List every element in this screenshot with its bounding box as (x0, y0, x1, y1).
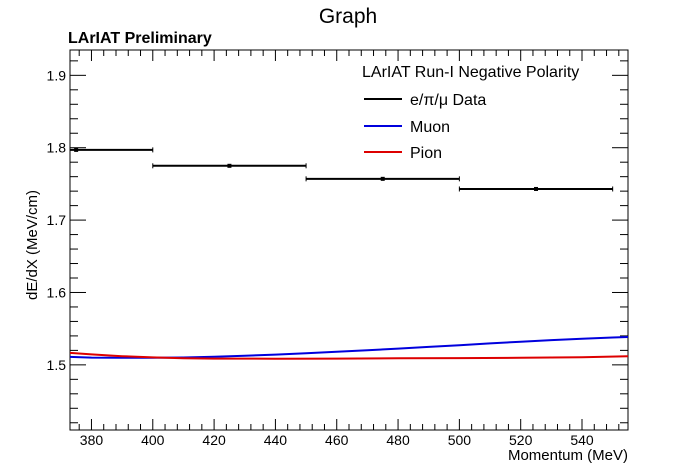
legend-entry-data: e/π/μ Data (410, 92, 486, 109)
series-line-pion (69, 351, 629, 360)
series-layer (69, 336, 629, 360)
x-tick-label: 480 (386, 432, 410, 448)
x-tick-label: 400 (141, 432, 165, 448)
legend-entry-muon: Muon (410, 119, 450, 136)
y-tick-label: 1.7 (47, 212, 67, 228)
series-line-muon (69, 336, 629, 359)
chart-title: Graph (319, 5, 377, 28)
legend-title: LArIAT Run-I Negative Polarity (362, 64, 579, 81)
data-points-layer (69, 147, 614, 192)
x-tick-label: 520 (509, 432, 533, 448)
y-tick-label: 1.9 (47, 67, 67, 83)
x-tick-label: 420 (202, 432, 226, 448)
axis-ticks (70, 50, 628, 430)
y-tick-labels: 1.5 1.6 1.7 1.8 1.9 (47, 67, 67, 373)
x-tick-label: 380 (80, 432, 104, 448)
chart-subtitle: LArIAT Preliminary (68, 30, 212, 47)
data-point-marker (74, 147, 79, 152)
legend: LArIAT Run-I Negative Polarity e/π/μ Dat… (362, 64, 579, 162)
data-point-marker (380, 176, 385, 181)
x-tick-label: 500 (448, 432, 472, 448)
x-axis-label: Momentum (MeV) (508, 447, 628, 464)
x-tick-label: 440 (264, 432, 288, 448)
y-tick-label: 1.5 (47, 357, 67, 373)
y-tick-label: 1.6 (47, 284, 67, 300)
x-tick-labels: 380 400 420 440 460 480 500 520 540 (80, 432, 594, 448)
legend-entry-pion: Pion (410, 145, 442, 162)
y-tick-label: 1.8 (47, 140, 67, 156)
data-point-marker (534, 186, 539, 191)
x-tick-label: 460 (325, 432, 349, 448)
y-axis-label: dE/dX (MeV/cm) (24, 190, 41, 300)
plot-frame (69, 49, 629, 431)
data-point-marker (227, 163, 232, 168)
x-tick-label: 540 (570, 432, 594, 448)
